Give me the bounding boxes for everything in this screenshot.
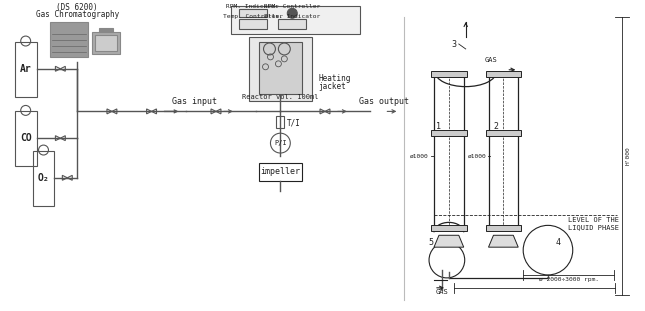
Text: Ar: Ar bbox=[20, 64, 32, 74]
Text: LEVEL OF THE: LEVEL OF THE bbox=[568, 217, 619, 223]
Bar bbox=[50, 22, 88, 57]
Bar bbox=[277, 116, 284, 128]
Bar bbox=[431, 130, 467, 136]
Text: Gas Chromatography: Gas Chromatography bbox=[35, 10, 119, 19]
Text: RPM. Controller: RPM. Controller bbox=[264, 4, 321, 9]
Bar bbox=[239, 9, 266, 17]
Bar bbox=[488, 72, 518, 230]
Bar bbox=[279, 19, 306, 29]
Bar bbox=[486, 130, 521, 136]
Text: Gas input: Gas input bbox=[172, 97, 217, 106]
Bar bbox=[486, 71, 521, 77]
Bar bbox=[15, 111, 37, 166]
Bar bbox=[486, 225, 521, 231]
Text: GAS: GAS bbox=[484, 57, 497, 63]
Bar bbox=[259, 163, 303, 181]
Bar bbox=[92, 32, 120, 54]
Text: 5: 5 bbox=[428, 238, 433, 247]
Text: LIQUID PHASE: LIQUID PHASE bbox=[568, 224, 619, 230]
Text: Pres. Indicator: Pres. Indicator bbox=[264, 14, 321, 19]
Bar bbox=[33, 151, 54, 206]
Text: P/I: P/I bbox=[274, 140, 287, 146]
Bar bbox=[431, 71, 467, 77]
Text: ø 2000÷3000 rpm.: ø 2000÷3000 rpm. bbox=[539, 277, 599, 282]
Text: O₂: O₂ bbox=[37, 173, 50, 183]
Text: impeller: impeller bbox=[261, 167, 301, 176]
Text: ø1000: ø1000 bbox=[410, 154, 429, 159]
Bar bbox=[431, 225, 467, 231]
Polygon shape bbox=[434, 235, 464, 247]
Text: H'000: H'000 bbox=[625, 146, 630, 165]
Bar bbox=[239, 19, 266, 29]
Text: 1: 1 bbox=[437, 122, 441, 131]
Bar bbox=[15, 42, 37, 96]
Text: Reactor vol. 100ml: Reactor vol. 100ml bbox=[242, 94, 319, 100]
Bar bbox=[99, 28, 113, 32]
Bar bbox=[259, 42, 303, 94]
Bar bbox=[249, 37, 312, 101]
Text: 4: 4 bbox=[555, 238, 561, 247]
Text: ø1000: ø1000 bbox=[468, 154, 486, 159]
Text: Temp. Controller: Temp. Controller bbox=[223, 14, 283, 19]
Text: (DS 6200): (DS 6200) bbox=[56, 3, 98, 12]
Bar bbox=[434, 72, 464, 230]
Polygon shape bbox=[488, 235, 518, 247]
Bar bbox=[95, 35, 117, 51]
Text: 2: 2 bbox=[494, 122, 499, 131]
Text: 3: 3 bbox=[451, 39, 456, 49]
Text: RPM. Indicator: RPM. Indicator bbox=[226, 4, 279, 9]
Bar bbox=[231, 6, 360, 34]
Text: T/I: T/I bbox=[287, 119, 301, 128]
Text: GAS: GAS bbox=[435, 289, 448, 295]
Text: CO: CO bbox=[20, 133, 32, 143]
Text: Heating: Heating bbox=[318, 74, 350, 83]
Text: Gas output: Gas output bbox=[359, 97, 410, 106]
Text: jacket: jacket bbox=[318, 82, 346, 91]
Circle shape bbox=[287, 8, 297, 18]
